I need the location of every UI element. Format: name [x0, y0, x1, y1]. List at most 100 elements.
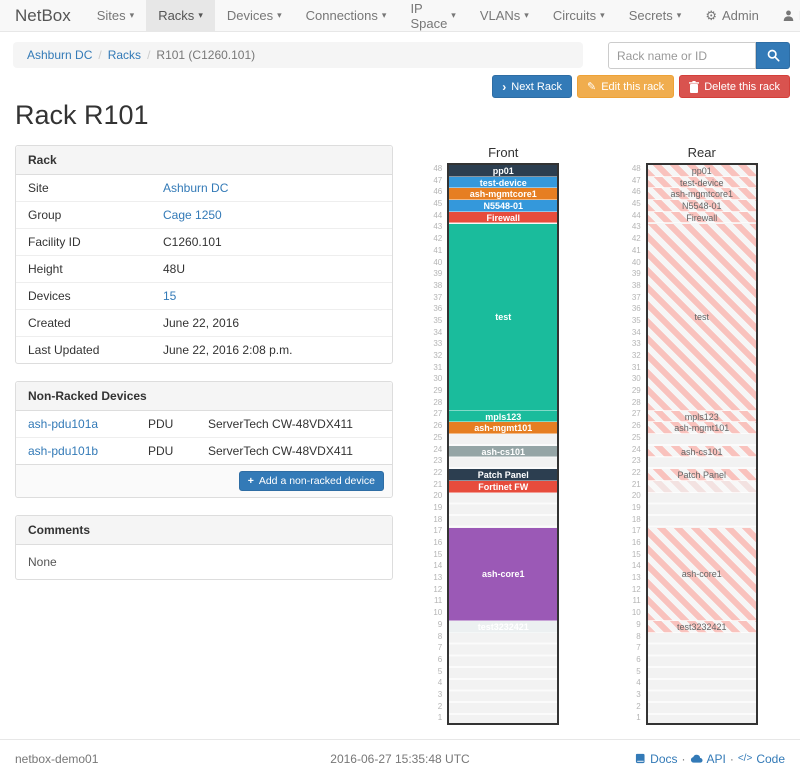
rack-device-rear[interactable]: ash-cs101 [647, 445, 756, 458]
front-elevation-title: Front [488, 145, 519, 160]
devices-count-link[interactable]: 15 [163, 289, 177, 303]
unit-number: 13 [631, 573, 641, 583]
unit-number: 25 [631, 432, 641, 442]
rack-device-label: ash-core1 [481, 569, 525, 580]
chevron-down-icon: ▾ [676, 10, 682, 20]
rack-search-input[interactable] [608, 42, 756, 69]
unit-number: 10 [433, 608, 443, 618]
nav-ip-space[interactable]: IP Space ▾ [410, 0, 456, 31]
rack-device-label: test-device [479, 177, 527, 188]
rack-device-rear[interactable]: N5548-01 [647, 200, 756, 212]
unit-number: 1 [636, 713, 641, 723]
delete-rack-button[interactable]: Delete this rack [679, 75, 790, 98]
rack-device-front[interactable]: ash-cs101 [449, 445, 558, 458]
unit-number: 27 [433, 409, 443, 419]
unit-number: 34 [631, 327, 641, 337]
rack-device-rear[interactable]: mpls123 [647, 410, 756, 423]
rack-device-rear[interactable]: ash-core1 [647, 527, 756, 622]
search-button[interactable] [756, 42, 790, 69]
next-rack-button[interactable]: › Next Rack [492, 75, 572, 98]
device-type: ServerTech CW-48VDX411 [208, 417, 353, 431]
unit-number: 33 [631, 339, 641, 349]
unit-number: 38 [433, 280, 443, 290]
rack-device-front[interactable]: test [449, 223, 558, 411]
rack-device-rear[interactable]: test-device [647, 176, 756, 189]
rack-device-rear[interactable]: Patch Panel [647, 469, 756, 481]
rack-device-rear[interactable]: Firewall [647, 211, 756, 224]
nav-devices[interactable]: Devices ▾ [226, 8, 282, 23]
rack-device-front[interactable]: pp01 [449, 165, 558, 177]
unit-number: 30 [631, 374, 641, 384]
rack-device-front[interactable]: ash-mgmt101 [449, 422, 558, 435]
nav-secrets[interactable]: Secrets ▾ [628, 8, 682, 23]
unit-number: 14 [433, 561, 443, 571]
edit-rack-button[interactable]: ✎ Edit this rack [577, 75, 675, 98]
nav-sites[interactable]: Sites ▾ [96, 8, 135, 23]
rack-device-front[interactable]: ash-core1 [449, 527, 558, 622]
nav-circuits[interactable]: Circuits ▾ [552, 8, 605, 23]
rack-device-front[interactable]: Firewall [449, 211, 558, 224]
unit-number: 23 [631, 456, 641, 466]
rack-device-rear[interactable]: pp01 [647, 165, 756, 177]
unit-number: 26 [433, 421, 443, 431]
unit-number: 28 [433, 397, 443, 407]
nav-racks[interactable]: Racks ▾ [146, 0, 215, 31]
rack-device-rear[interactable]: ash-mgmtcore1 [647, 188, 756, 201]
unit-number: 1 [437, 713, 443, 723]
rack-device-front[interactable]: ash-mgmtcore1 [449, 188, 558, 201]
unit-number: 25 [433, 432, 443, 442]
last-updated-value: June 22, 2016 2:08 p.m. [151, 336, 392, 363]
unit-number: 6 [636, 654, 641, 664]
site-link[interactable]: Ashburn DC [163, 181, 229, 195]
unit-number: 5 [636, 666, 641, 676]
rack-device-front[interactable]: Fortinet FW [449, 480, 558, 493]
facility-id-value: C1260.101 [151, 228, 392, 256]
api-link[interactable]: API [690, 752, 726, 766]
device-link[interactable]: ash-pdu101a [28, 417, 99, 431]
nav-vlans[interactable]: VLANs ▾ [479, 8, 529, 23]
table-row: Created June 22, 2016 [16, 309, 392, 337]
rack-device-front[interactable]: test3232421 [449, 621, 558, 633]
profile-link[interactable]: Profile [771, 0, 800, 31]
front-elevation-column: Front 48 47 46 45 44 43 42 41 40 39 38 37 36 35 34 33 32… [393, 145, 592, 725]
rack-device-rear[interactable]: test3232421 [647, 621, 756, 633]
rack-device-label: mpls123 [684, 411, 719, 422]
rack-device-front[interactable]: test-device [449, 176, 558, 189]
rack-device-front[interactable]: Patch Panel [449, 469, 558, 481]
unit-number: 33 [433, 339, 443, 349]
footer: 2016-06-27 15:35:48 UTC netbox-demo01 Do… [0, 738, 800, 778]
add-nonracked-device-button[interactable]: + Add a non-racked device [238, 471, 384, 491]
table-row: ash-pdu101a PDU ServerTech CW-48VDX411 [16, 411, 392, 438]
rack-device-label: ash-mgmt101 [674, 423, 730, 434]
rack-device-front[interactable]: mpls123 [449, 410, 558, 423]
device-type: ServerTech CW-48VDX411 [196, 437, 392, 464]
unit-number: 48 [433, 164, 443, 173]
rack-device-label: Fortinet FW [478, 481, 529, 492]
docs-link[interactable]: Docs [635, 752, 678, 766]
rack-device-rear[interactable]: test [647, 223, 756, 411]
admin-link[interactable]: ⚙ Admin [705, 7, 759, 24]
breadcrumb-site[interactable]: Ashburn DC [27, 48, 93, 62]
app-brand[interactable]: NetBox [15, 6, 71, 25]
code-link[interactable]: </> Code [737, 751, 785, 766]
unit-number: 3 [437, 689, 443, 699]
rack-device-rear[interactable]: ash-mgmt101 [647, 422, 756, 435]
unit-number: 20 [631, 491, 641, 501]
unit-number: 28 [631, 397, 641, 407]
rack-device-label: Firewall [686, 212, 718, 223]
chevron-down-icon: ▾ [381, 10, 387, 20]
rack-actions: › Next Rack ✎ Edit this rack Delete this r… [15, 75, 790, 98]
unit-number: 16 [433, 538, 443, 547]
rack-search [608, 42, 790, 69]
rack-device-label: test3232421 [676, 622, 727, 633]
unit-number: 37 [433, 292, 443, 302]
rack-device-label: N5548-01 [681, 200, 722, 211]
page-title: Rack R101 [15, 100, 149, 130]
rack-device-rear[interactable] [647, 480, 756, 493]
device-link[interactable]: ash-pdu101b [28, 444, 99, 458]
breadcrumb-racks[interactable]: Racks [107, 48, 142, 62]
unit-number: 14 [631, 561, 641, 571]
rack-device-front[interactable]: N5548-01 [449, 200, 558, 212]
group-link[interactable]: Cage 1250 [163, 208, 222, 222]
nav-connections[interactable]: Connections ▾ [305, 8, 387, 23]
